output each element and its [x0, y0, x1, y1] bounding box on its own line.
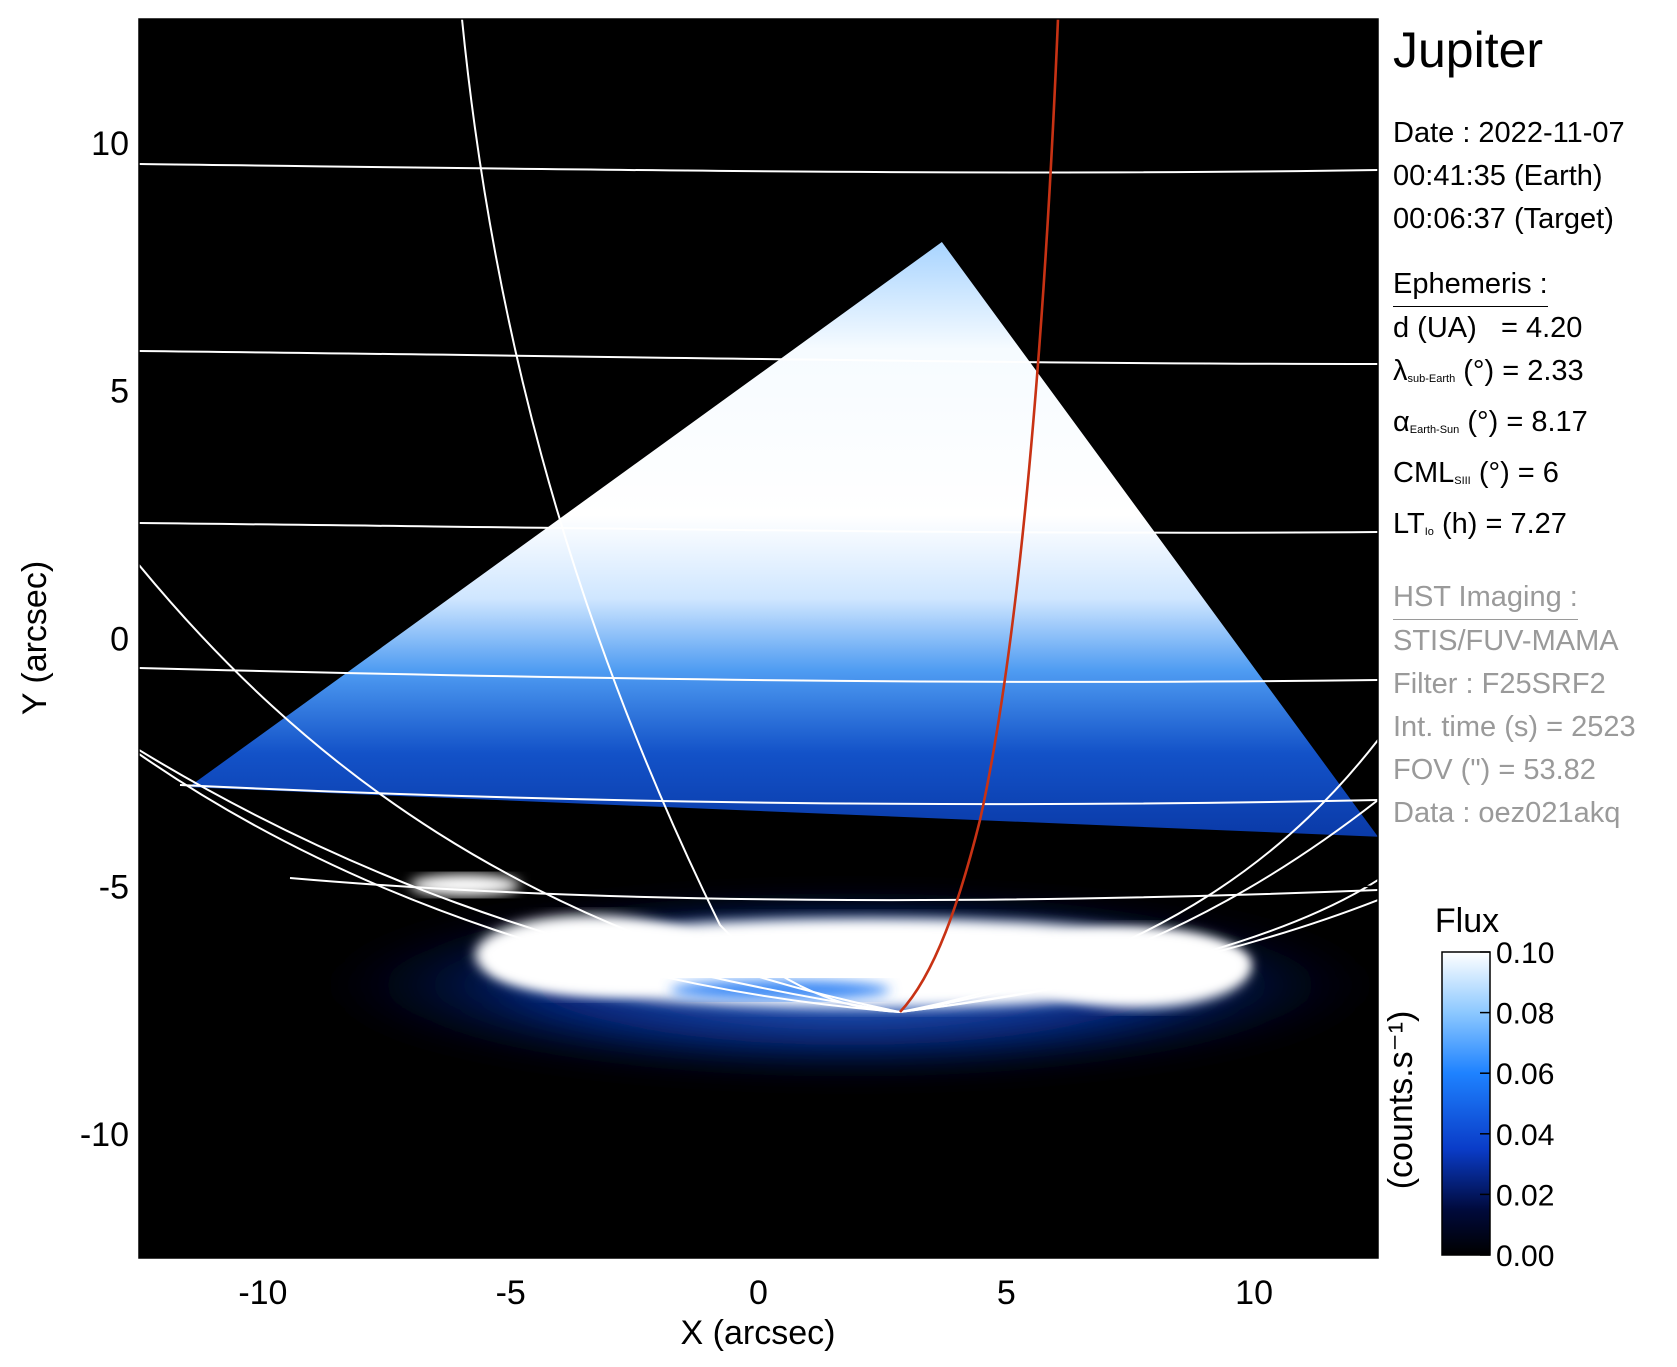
grid-line	[899, 739, 1378, 1013]
dataset-id: Data : oez021akq	[1393, 797, 1621, 829]
grid-line	[139, 667, 1378, 683]
colorbar-tick-label: 0.02	[1496, 1179, 1554, 1212]
colorbar-tick-label: 0.04	[1496, 1119, 1554, 1152]
phase-angle-row: αEarth-Sun (°) = 8.17	[1393, 406, 1588, 438]
y-tick-label: -5	[99, 868, 129, 906]
hst-heading: HST Imaging :	[1393, 576, 1578, 620]
auroral-oval-right	[1030, 928, 1250, 1008]
x-axis-label: X (arcsec)	[681, 1314, 836, 1352]
distance-row: d (UA) = 4.20	[1393, 312, 1583, 344]
colorbar-title: Flux	[1435, 902, 1499, 940]
colorbar-tick-label: 0.10	[1496, 937, 1554, 970]
y-axis-label: Y (arcsec)	[16, 561, 54, 715]
x-axis: -10 -5 0 5 10	[238, 19, 1273, 1312]
y-tick-label: 0	[110, 621, 129, 659]
grid-line	[139, 522, 1378, 534]
grid-line	[139, 163, 1378, 174]
cml-meridian	[899, 19, 1060, 1013]
x-tick-label: -10	[238, 1274, 287, 1312]
date-line: Date : 2022-11-07	[1393, 117, 1625, 149]
auroral-oval-left	[475, 915, 705, 995]
x-tick-label: 5	[997, 1274, 1016, 1312]
colorbar-tick-label: 0.08	[1496, 998, 1554, 1031]
ephemeris-heading: Ephemeris :	[1393, 263, 1548, 307]
time-target: 00:06:37 (Target)	[1393, 203, 1614, 235]
grid-line	[139, 564, 901, 1013]
flux-image	[139, 19, 1378, 1080]
time-earth: 00:41:35 (Earth)	[1393, 160, 1603, 192]
x-tick-label: 10	[1235, 1274, 1273, 1312]
filter: Filter : F25SRF2	[1393, 668, 1606, 700]
colorbar-gradient	[1441, 951, 1491, 1256]
grid-line	[139, 753, 1378, 1014]
x-tick-label: -5	[496, 1274, 526, 1312]
target-name: Jupiter	[1393, 22, 1544, 78]
colorbar-tick-label: 0.00	[1496, 1240, 1554, 1273]
colorbar-ticks: 0.10 0.08 0.06 0.04 0.02 0.00	[1480, 937, 1554, 1273]
grid-line	[179, 784, 1378, 806]
colorbar-tick-label: 0.06	[1496, 1058, 1554, 1091]
y-tick-label: 5	[110, 373, 129, 411]
info-panel: Jupiter Date : 2022-11-07 00:41:35 (Eart…	[1393, 18, 1673, 835]
cml-row: CMLSIII (°) = 6	[1393, 457, 1559, 489]
grid-line	[139, 350, 1378, 365]
lat-lon-grid	[139, 19, 1378, 1014]
y-tick-label: -10	[80, 1116, 129, 1154]
instrument: STIS/FUV-MAMA	[1393, 625, 1619, 657]
colorbar-unit-label: (counts.s⁻¹)	[1382, 1011, 1420, 1190]
grid-line	[899, 799, 1378, 1013]
integration-time: Int. time (s) = 2523	[1393, 711, 1636, 743]
grid-line	[139, 749, 1378, 1014]
auroral-arc-dark	[670, 980, 890, 1000]
field-of-view: FOV (") = 53.82	[1393, 754, 1596, 786]
fov-triangle	[188, 242, 1378, 837]
x-tick-label: 0	[749, 1274, 768, 1312]
colorbar: Flux (counts.s⁻¹) 0.100.080.060.040.020.…	[1382, 902, 1554, 1273]
sub-earth-latitude-row: λsub-Earth (°) = 2.33	[1393, 355, 1584, 387]
io-local-time-row: LTIo (h) = 7.27	[1393, 508, 1567, 540]
y-axis: 10 5 0 -5 -10	[80, 125, 1378, 1154]
y-tick-label: 10	[91, 125, 129, 163]
